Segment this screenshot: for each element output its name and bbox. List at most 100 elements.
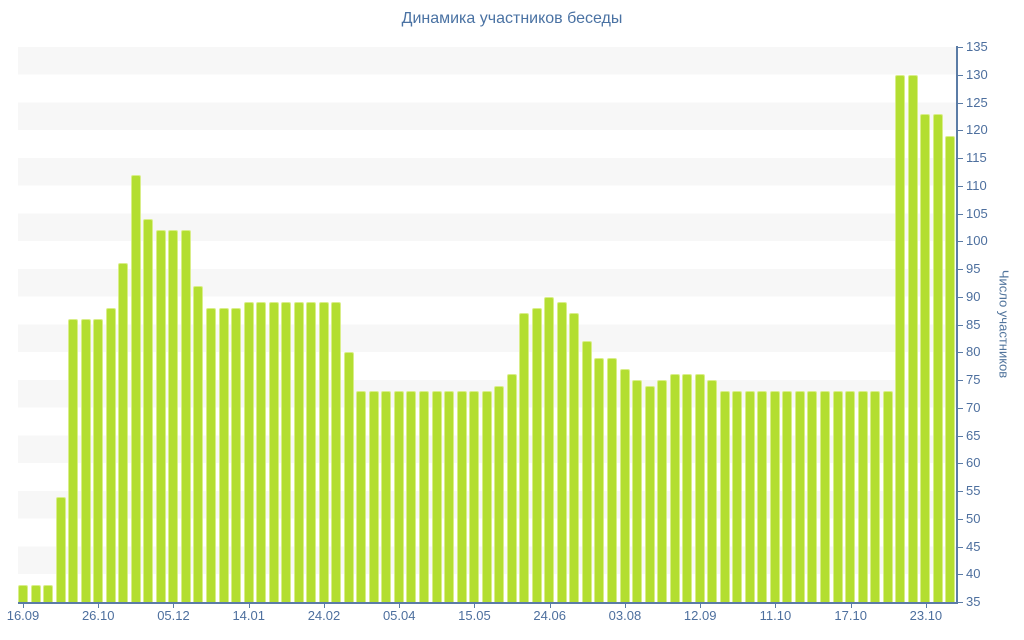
bar[interactable] <box>155 230 166 602</box>
y-axis-tick <box>958 574 963 576</box>
y-axis-tick <box>958 130 963 132</box>
bar[interactable] <box>281 302 292 602</box>
bar[interactable] <box>895 74 906 602</box>
bar[interactable] <box>218 307 229 602</box>
bar[interactable] <box>168 230 179 602</box>
bar[interactable] <box>30 585 41 602</box>
x-axis-tick <box>624 604 626 608</box>
bar[interactable] <box>632 380 643 602</box>
y-axis-tick <box>958 324 963 326</box>
x-axis-tick <box>700 604 702 608</box>
bar[interactable] <box>606 357 617 602</box>
bar[interactable] <box>419 391 429 602</box>
bar[interactable] <box>469 391 480 602</box>
bar[interactable] <box>256 302 267 602</box>
bar[interactable] <box>55 496 66 602</box>
bar[interactable] <box>368 391 379 602</box>
bar[interactable] <box>519 313 530 602</box>
bar[interactable] <box>907 74 918 602</box>
y-axis-tick-label: 40 <box>966 566 981 582</box>
bar[interactable] <box>331 302 342 602</box>
bar[interactable] <box>581 341 592 602</box>
bar[interactable] <box>832 391 843 602</box>
bar[interactable] <box>456 391 467 602</box>
x-axis-tick-label: 23.10 <box>909 608 943 623</box>
bar[interactable] <box>506 374 517 602</box>
y-axis-tick <box>958 407 963 409</box>
bar[interactable] <box>857 391 868 602</box>
y-axis-tick-label: 65 <box>966 427 981 443</box>
bar[interactable] <box>18 585 28 602</box>
bar[interactable] <box>619 368 630 602</box>
bar[interactable] <box>920 113 931 602</box>
x-axis-tick <box>549 604 551 608</box>
y-axis-tick-label: 125 <box>966 94 988 110</box>
y-axis-tick <box>958 74 963 76</box>
bar[interactable] <box>531 307 542 602</box>
bar[interactable] <box>719 391 730 602</box>
bar[interactable] <box>80 318 91 602</box>
bar[interactable] <box>130 174 141 602</box>
x-axis-tick-label: 17.10 <box>834 608 867 623</box>
bar[interactable] <box>481 391 492 602</box>
y-axis-line <box>956 46 958 604</box>
bar[interactable] <box>381 391 392 602</box>
bar[interactable] <box>882 391 893 602</box>
bar[interactable] <box>707 380 718 602</box>
bar[interactable] <box>268 302 279 602</box>
x-axis-tick <box>323 604 325 608</box>
bar[interactable] <box>569 313 580 602</box>
bar[interactable] <box>143 219 154 602</box>
bar[interactable] <box>945 135 956 602</box>
bar[interactable] <box>193 285 204 602</box>
bar[interactable] <box>205 307 216 602</box>
bar[interactable] <box>243 302 254 602</box>
bar[interactable] <box>105 307 116 602</box>
bar[interactable] <box>231 307 242 602</box>
bar[interactable] <box>180 230 191 602</box>
bar[interactable] <box>431 391 442 602</box>
bar[interactable] <box>43 585 54 602</box>
bar[interactable] <box>682 374 693 602</box>
bar[interactable] <box>68 318 79 602</box>
bar[interactable] <box>845 391 856 602</box>
bar[interactable] <box>544 296 555 602</box>
bar[interactable] <box>356 391 367 602</box>
bar[interactable] <box>556 302 567 602</box>
bar[interactable] <box>494 385 505 602</box>
bar[interactable] <box>293 302 304 602</box>
y-axis-tick <box>958 158 963 159</box>
x-axis-tick-label: 24.06 <box>533 608 566 623</box>
y-axis-tick <box>958 296 963 298</box>
bar[interactable] <box>782 391 793 602</box>
bar[interactable] <box>669 374 680 602</box>
bar[interactable] <box>343 352 354 602</box>
bar[interactable] <box>870 391 881 602</box>
x-axis-tick <box>474 604 476 608</box>
bar[interactable] <box>594 357 605 602</box>
bar[interactable] <box>757 391 768 602</box>
bar[interactable] <box>657 380 668 602</box>
bar[interactable] <box>794 391 805 602</box>
y-axis-tick-label: 70 <box>966 399 981 415</box>
y-axis-tick-label: 80 <box>966 344 981 360</box>
bar[interactable] <box>732 391 743 602</box>
bar[interactable] <box>444 391 455 602</box>
bar[interactable] <box>118 263 129 602</box>
bar[interactable] <box>807 391 818 602</box>
bar[interactable] <box>644 385 655 602</box>
bar[interactable] <box>393 391 404 602</box>
bar[interactable] <box>318 302 329 602</box>
bar[interactable] <box>744 391 755 602</box>
bar[interactable] <box>93 318 104 602</box>
y-axis-tick <box>958 213 963 215</box>
bar[interactable] <box>769 391 780 602</box>
bar[interactable] <box>406 391 417 602</box>
bar[interactable] <box>306 302 317 602</box>
x-axis-tick <box>248 604 250 608</box>
y-axis-tick-label: 105 <box>966 205 988 221</box>
x-axis-line <box>18 602 958 604</box>
bar[interactable] <box>820 391 830 602</box>
bar[interactable] <box>932 113 943 602</box>
bar[interactable] <box>694 374 705 602</box>
